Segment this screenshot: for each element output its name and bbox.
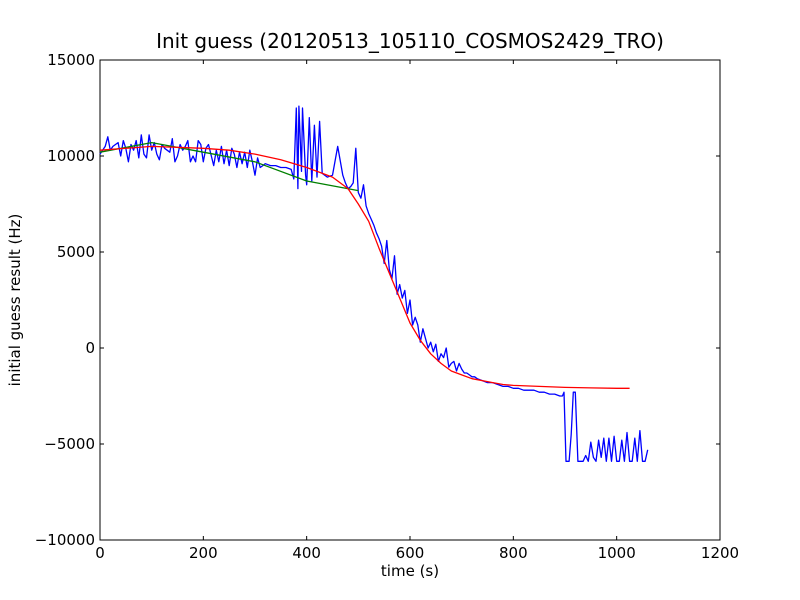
y-axis-label: initial guess result (Hz) xyxy=(6,214,24,387)
x-tick-label: 400 xyxy=(292,544,321,562)
series-line-2 xyxy=(99,141,359,192)
series-layer xyxy=(99,105,649,462)
x-axis-label: time (s) xyxy=(381,562,439,580)
x-tick-label: 200 xyxy=(189,544,218,562)
x-tick-label: 600 xyxy=(396,544,425,562)
chart-title: Init guess (20120513_105110_COSMOS2429_T… xyxy=(156,29,664,53)
series-line-3 xyxy=(99,145,630,389)
y-tick-label: 0 xyxy=(85,339,95,357)
ticks-layer: 0 200 400 600 800 1000 1200 −10000 −5000 0 5000 100… xyxy=(35,51,739,562)
y-tick-label: 10000 xyxy=(47,147,95,165)
x-tick-label: 1000 xyxy=(598,544,636,562)
series-line-1 xyxy=(99,105,649,462)
y-tick-label: −5000 xyxy=(44,435,95,453)
x-tick-label: 800 xyxy=(499,544,528,562)
x-tick-label: 0 xyxy=(95,544,105,562)
y-tick-label: 5000 xyxy=(57,243,95,261)
y-tick-label: −10000 xyxy=(35,531,95,549)
x-tick-label: 1200 xyxy=(701,544,739,562)
y-tick-label: 15000 xyxy=(47,51,95,69)
